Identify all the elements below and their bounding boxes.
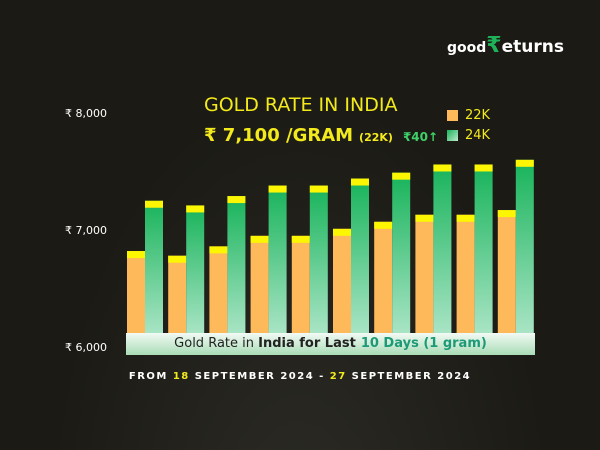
bar-cap bbox=[250, 235, 269, 243]
bar-24k bbox=[145, 200, 163, 333]
y-tick-label: ₹ 6,000 bbox=[65, 341, 107, 354]
bar-cap bbox=[474, 164, 493, 172]
price-change: ₹40↑ bbox=[402, 130, 439, 144]
bar-cap bbox=[415, 214, 434, 222]
chart-caption: Gold Rate in India for Last 10 Days (1 gr… bbox=[126, 333, 535, 355]
bar-22k bbox=[209, 246, 228, 333]
bar-22k bbox=[415, 214, 434, 333]
bar-24k bbox=[515, 159, 534, 333]
goodreturns-logo: good₹eturns bbox=[447, 33, 564, 58]
bar-cap bbox=[374, 221, 393, 229]
legend-22k: 22K bbox=[447, 108, 490, 123]
bar-cap bbox=[333, 228, 351, 236]
bar-cap bbox=[497, 210, 516, 218]
bar-24k bbox=[392, 172, 411, 333]
bar-22k bbox=[456, 214, 475, 333]
bar-22k bbox=[374, 221, 393, 333]
bar-24k bbox=[186, 205, 205, 333]
bar-22k bbox=[127, 251, 145, 333]
legend-swatch-22k bbox=[447, 110, 458, 121]
chart-title: GOLD RATE IN INDIA bbox=[204, 94, 398, 116]
bar-cap bbox=[456, 214, 475, 222]
bar-22k bbox=[291, 235, 310, 333]
bar-22k bbox=[168, 255, 187, 333]
bar-cap bbox=[433, 164, 452, 172]
bar-22k bbox=[333, 228, 351, 333]
date-range: FROM 18 SEPTEMBER 2024 - 27 SEPTEMBER 20… bbox=[128, 371, 472, 382]
bar-cap bbox=[145, 200, 163, 208]
bar-cap bbox=[127, 251, 145, 259]
bar-cap bbox=[392, 172, 411, 180]
bar-22k bbox=[497, 210, 516, 333]
bar-24k bbox=[351, 178, 369, 333]
bar-24k bbox=[474, 164, 493, 333]
bar-24k bbox=[433, 164, 452, 333]
bar-24k bbox=[227, 196, 246, 333]
bar-cap bbox=[351, 178, 369, 186]
bar-cap bbox=[227, 196, 246, 204]
bar-24k bbox=[268, 185, 287, 333]
bar-cap bbox=[186, 205, 205, 213]
y-tick-label: ₹ 7,000 bbox=[65, 224, 107, 237]
bar-24k bbox=[309, 185, 328, 333]
y-tick-label: ₹ 8,000 bbox=[65, 107, 107, 120]
bar-cap bbox=[209, 246, 228, 254]
headline-price: ₹ 7,100 /GRAM (22K) ₹40↑ bbox=[204, 125, 439, 146]
bar-cap bbox=[168, 255, 187, 263]
legend-swatch-24k bbox=[447, 130, 458, 141]
bar-cap bbox=[515, 159, 534, 167]
bar-cap bbox=[268, 185, 287, 193]
legend-24k: 24K bbox=[447, 128, 490, 143]
bar-22k bbox=[250, 235, 269, 333]
bar-cap bbox=[291, 235, 310, 243]
bar-cap bbox=[309, 185, 328, 193]
